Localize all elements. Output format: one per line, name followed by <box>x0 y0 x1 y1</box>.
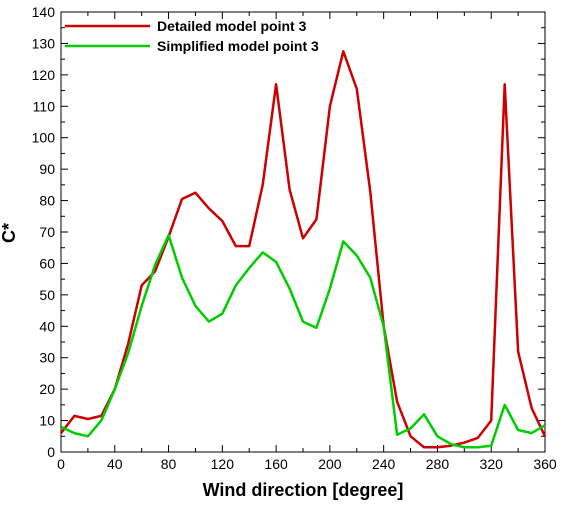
y-tick-label: 50 <box>39 287 55 303</box>
plot-area <box>60 11 546 453</box>
series-lines <box>60 50 547 449</box>
y-tick-label: 120 <box>32 67 56 83</box>
axis-ticks <box>60 11 546 453</box>
legend-label: Simplified model point 3 <box>157 38 319 54</box>
legend: Detailed model point 3 Simplified model p… <box>65 18 319 54</box>
y-tick-label: 80 <box>39 193 55 209</box>
y-tick-label: 100 <box>32 130 56 146</box>
x-tick-label: 0 <box>57 456 65 472</box>
y-tick-label: 60 <box>39 255 55 271</box>
y-tick-label: 40 <box>39 318 55 334</box>
legend-label: Detailed model point 3 <box>157 18 307 34</box>
y-tick-label: 10 <box>39 413 55 429</box>
tick-labels: 0 40 80 120 160 200 240 280 320 360 0 10 20 30 40 50 60 7… <box>32 4 557 472</box>
x-tick-label: 280 <box>426 456 450 472</box>
y-tick-label: 110 <box>33 98 56 114</box>
y-tick-label: 90 <box>39 161 55 177</box>
y-axis-title: C* <box>0 223 19 243</box>
y-tick-label: 140 <box>32 4 56 20</box>
y-tick-label: 130 <box>32 35 56 51</box>
x-tick-label: 360 <box>533 456 557 472</box>
y-tick-label: 30 <box>39 350 55 366</box>
series-line-detailed <box>60 50 547 449</box>
y-tick-label: 70 <box>39 224 55 240</box>
x-tick-label: 120 <box>211 456 235 472</box>
x-axis-title: Wind direction [degree] <box>203 480 404 500</box>
x-tick-label: 80 <box>161 456 177 472</box>
series-line-simplified <box>60 233 546 449</box>
y-tick-label: 0 <box>47 444 55 460</box>
x-tick-label: 320 <box>480 456 504 472</box>
x-tick-label: 200 <box>318 456 342 472</box>
x-tick-label: 240 <box>372 456 396 472</box>
x-tick-label: 40 <box>107 456 123 472</box>
x-tick-label: 160 <box>264 456 288 472</box>
y-tick-label: 20 <box>39 381 55 397</box>
